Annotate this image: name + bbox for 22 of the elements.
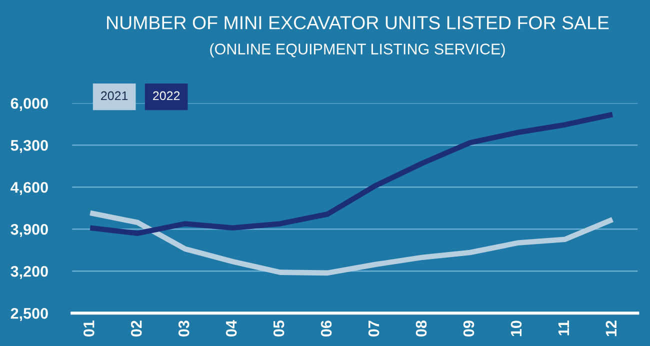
chart-subtitle: (ONLINE EQUIPMENT LISTING SERVICE) xyxy=(210,43,505,58)
y-tick-label: 2,500 xyxy=(10,308,48,322)
x-tick-label: 04 xyxy=(226,320,237,336)
y-tick-label: 6,000 xyxy=(10,98,48,112)
y-tick-label: 4,600 xyxy=(10,182,48,196)
y-tick-label: 3,900 xyxy=(10,224,48,238)
text: 2021 xyxy=(101,91,128,100)
y-tick-label: 3,200 xyxy=(10,266,48,280)
x-tick-label: 01 xyxy=(83,320,94,336)
chart-title: NUMBER OF MINI EXCAVATOR UNITS LISTED FOR SALE xyxy=(107,16,609,30)
x-tick-label: 10 xyxy=(510,320,522,336)
text: 2022 xyxy=(153,91,180,100)
x-tick-label: 02 xyxy=(130,320,142,336)
y-tick-label: 5,300 xyxy=(10,140,48,154)
x-tick-label: 11 xyxy=(558,320,569,336)
x-tick-label: 09 xyxy=(463,320,474,336)
x-tick-label: 08 xyxy=(416,320,427,336)
x-tick-label: 05 xyxy=(273,320,284,336)
x-tick-label: 03 xyxy=(178,320,190,336)
x-tick-label: 07 xyxy=(368,320,380,336)
x-tick-label: 12 xyxy=(606,320,616,336)
x-tick-label: 06 xyxy=(320,320,332,336)
